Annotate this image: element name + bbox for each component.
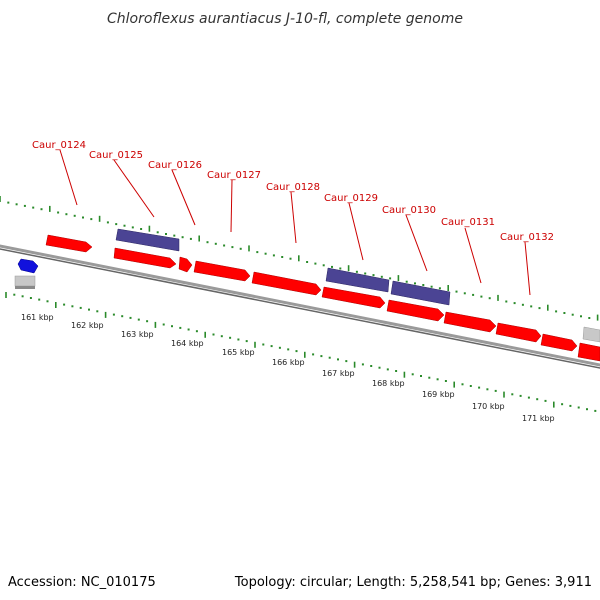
gene-label-leader	[348, 202, 364, 261]
gene-arrow[interactable]	[386, 299, 445, 322]
gene-arrow[interactable]	[325, 267, 390, 293]
scale-label: 167 kbp	[322, 369, 355, 378]
feature-block-base	[15, 286, 35, 289]
accession-text: Accession: NC_010175	[8, 575, 156, 590]
gene-label-leader	[290, 191, 297, 244]
gene-arrow[interactable]	[178, 256, 193, 273]
gene-arrow[interactable]	[540, 333, 578, 352]
gene-label[interactable]: Caur_0125	[89, 150, 143, 161]
gene-arrow[interactable]	[495, 322, 542, 343]
gene-arrow[interactable]	[251, 271, 322, 296]
gene-label[interactable]: Caur_0127	[207, 170, 261, 181]
gene-label-leader	[405, 214, 428, 272]
gene-label-leader	[230, 179, 233, 233]
scale-label: 165 kbp	[222, 348, 255, 357]
feature-arrow[interactable]	[17, 258, 39, 274]
gene-label[interactable]: Caur_0128	[266, 182, 320, 193]
scale-label: 162 kbp	[71, 321, 104, 330]
feature-block[interactable]	[14, 275, 36, 287]
scale-label: 169 kbp	[422, 390, 455, 399]
gene-arrow[interactable]	[321, 286, 386, 309]
scale-label-track: 161 kbp 162 kbp 163 kbp 164 kbp 165 kbp …	[21, 313, 555, 423]
scale-label: 161 kbp	[21, 313, 54, 322]
inner-tick-track	[5, 292, 597, 412]
gene-label[interactable]: Caur_0129	[324, 193, 378, 204]
outer-tick-track	[0, 196, 599, 321]
gene-label[interactable]: Caur_0130	[382, 205, 436, 216]
backbone	[0, 244, 600, 369]
scale-label: 166 kbp	[272, 358, 305, 367]
gene-label[interactable]: Caur_0126	[148, 160, 202, 171]
gene-label-track: Caur_0124 Caur_0125 Caur_0126 Caur_0127 …	[32, 140, 554, 296]
gene-label-leader	[464, 227, 482, 284]
gene-arrow[interactable]	[113, 247, 177, 269]
scale-label: 170 kbp	[472, 402, 505, 411]
map-title: Chloroflexus aurantiacus J-10-fl, comple…	[107, 11, 463, 27]
feature-block[interactable]	[582, 326, 600, 343]
scale-label: 164 kbp	[171, 339, 204, 348]
gene-label[interactable]: Caur_0131	[441, 217, 495, 228]
gene-arrow[interactable]	[390, 280, 451, 306]
gene-label[interactable]: Caur_0132	[500, 232, 554, 243]
gene-arrow[interactable]	[45, 234, 93, 253]
gene-label-leader	[171, 169, 196, 226]
genome-summary-text: Topology: circular; Length: 5,258,541 bp…	[234, 575, 592, 590]
gene-label-leader	[524, 241, 531, 296]
gene-label-leader	[59, 149, 78, 206]
gene-arrow[interactable]	[115, 228, 180, 252]
gene-arrow[interactable]	[193, 260, 251, 282]
scale-label: 171 kbp	[522, 414, 555, 423]
scale-label: 168 kbp	[372, 379, 405, 388]
gene-arrow[interactable]	[443, 311, 497, 333]
gene-label[interactable]: Caur_0124	[32, 140, 86, 151]
gene-label-leader	[113, 159, 155, 218]
feature-track	[14, 228, 600, 362]
gene-arrow[interactable]	[577, 342, 600, 362]
scale-label: 163 kbp	[121, 330, 154, 339]
